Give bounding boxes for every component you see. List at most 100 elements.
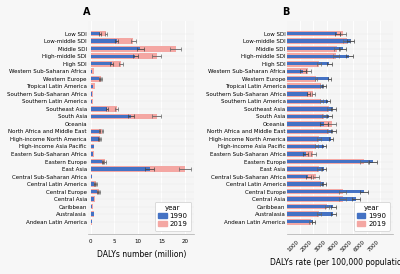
Bar (91, 114, 157, 119)
Bar (287, 204, 327, 210)
Bar (91, 189, 99, 195)
Bar (287, 205, 333, 208)
Bar (287, 159, 364, 164)
Bar (287, 68, 308, 74)
Bar (91, 68, 94, 74)
Bar (287, 100, 328, 103)
Bar (287, 196, 343, 202)
Text: A: A (83, 7, 90, 17)
Bar (287, 122, 324, 125)
Bar (287, 53, 336, 59)
Bar (287, 115, 329, 118)
Bar (91, 219, 92, 224)
Bar (91, 84, 95, 89)
Bar (91, 167, 150, 171)
Bar (287, 84, 322, 89)
Bar (91, 92, 92, 96)
Bar (91, 220, 92, 223)
Bar (91, 115, 131, 118)
Bar (91, 130, 99, 133)
Bar (287, 47, 343, 50)
Bar (91, 159, 105, 164)
Bar (91, 174, 92, 179)
Bar (91, 85, 93, 88)
Bar (287, 106, 329, 112)
Bar (287, 166, 319, 172)
Bar (91, 76, 101, 82)
Bar (287, 99, 322, 104)
Bar (91, 190, 97, 193)
Bar (287, 167, 324, 171)
Bar (287, 92, 308, 96)
Bar (287, 160, 373, 163)
Bar (287, 130, 333, 133)
Bar (287, 212, 333, 216)
X-axis label: DALYs rate (per 100,000 population): DALYs rate (per 100,000 population) (270, 258, 400, 267)
Bar (91, 77, 99, 81)
Bar (287, 174, 316, 179)
Bar (91, 205, 92, 208)
Bar (91, 100, 92, 103)
Bar (91, 144, 94, 149)
Bar (91, 39, 117, 43)
Bar (287, 152, 306, 156)
Bar (287, 151, 314, 157)
Bar (91, 129, 102, 134)
Bar (91, 46, 176, 52)
Bar (287, 31, 343, 36)
Bar (287, 129, 329, 134)
Bar (287, 144, 316, 149)
Bar (91, 137, 99, 141)
Bar (91, 32, 100, 35)
Bar (91, 166, 185, 172)
Bar (287, 137, 331, 141)
Bar (287, 190, 364, 193)
Bar (91, 181, 96, 187)
Bar (287, 198, 356, 201)
Bar (91, 99, 92, 104)
Bar (287, 220, 314, 223)
X-axis label: DALYs number (million): DALYs number (million) (97, 250, 186, 259)
Bar (91, 145, 94, 148)
Bar (91, 212, 94, 216)
Bar (91, 31, 106, 36)
Bar (287, 182, 324, 186)
Bar (91, 55, 136, 58)
Bar (287, 145, 324, 148)
Bar (91, 47, 140, 50)
Legend: 1990, 2019: 1990, 2019 (354, 202, 390, 231)
Bar (287, 32, 337, 35)
Bar (287, 175, 308, 178)
Bar (91, 62, 112, 65)
Bar (91, 136, 100, 142)
Bar (91, 70, 92, 73)
Bar (287, 91, 314, 97)
Bar (287, 62, 329, 65)
Bar (287, 114, 324, 119)
Bar (91, 198, 94, 201)
Legend: 1990, 2019: 1990, 2019 (155, 202, 191, 231)
Bar (287, 46, 337, 52)
Bar (91, 91, 93, 97)
Bar (287, 121, 332, 127)
Bar (287, 211, 319, 217)
Bar (287, 55, 349, 58)
Bar (91, 61, 121, 67)
Bar (287, 39, 351, 43)
Bar (287, 219, 311, 224)
Bar (91, 160, 102, 163)
Bar (91, 182, 94, 186)
Text: B: B (282, 7, 289, 17)
Bar (91, 211, 94, 217)
Bar (287, 85, 324, 88)
Bar (91, 151, 94, 157)
Bar (287, 61, 319, 67)
Bar (91, 38, 133, 44)
Bar (287, 70, 303, 73)
Bar (287, 181, 322, 187)
Bar (91, 175, 92, 178)
Bar (91, 106, 117, 112)
Bar (287, 189, 343, 195)
Bar (287, 136, 319, 142)
Bar (287, 77, 329, 81)
